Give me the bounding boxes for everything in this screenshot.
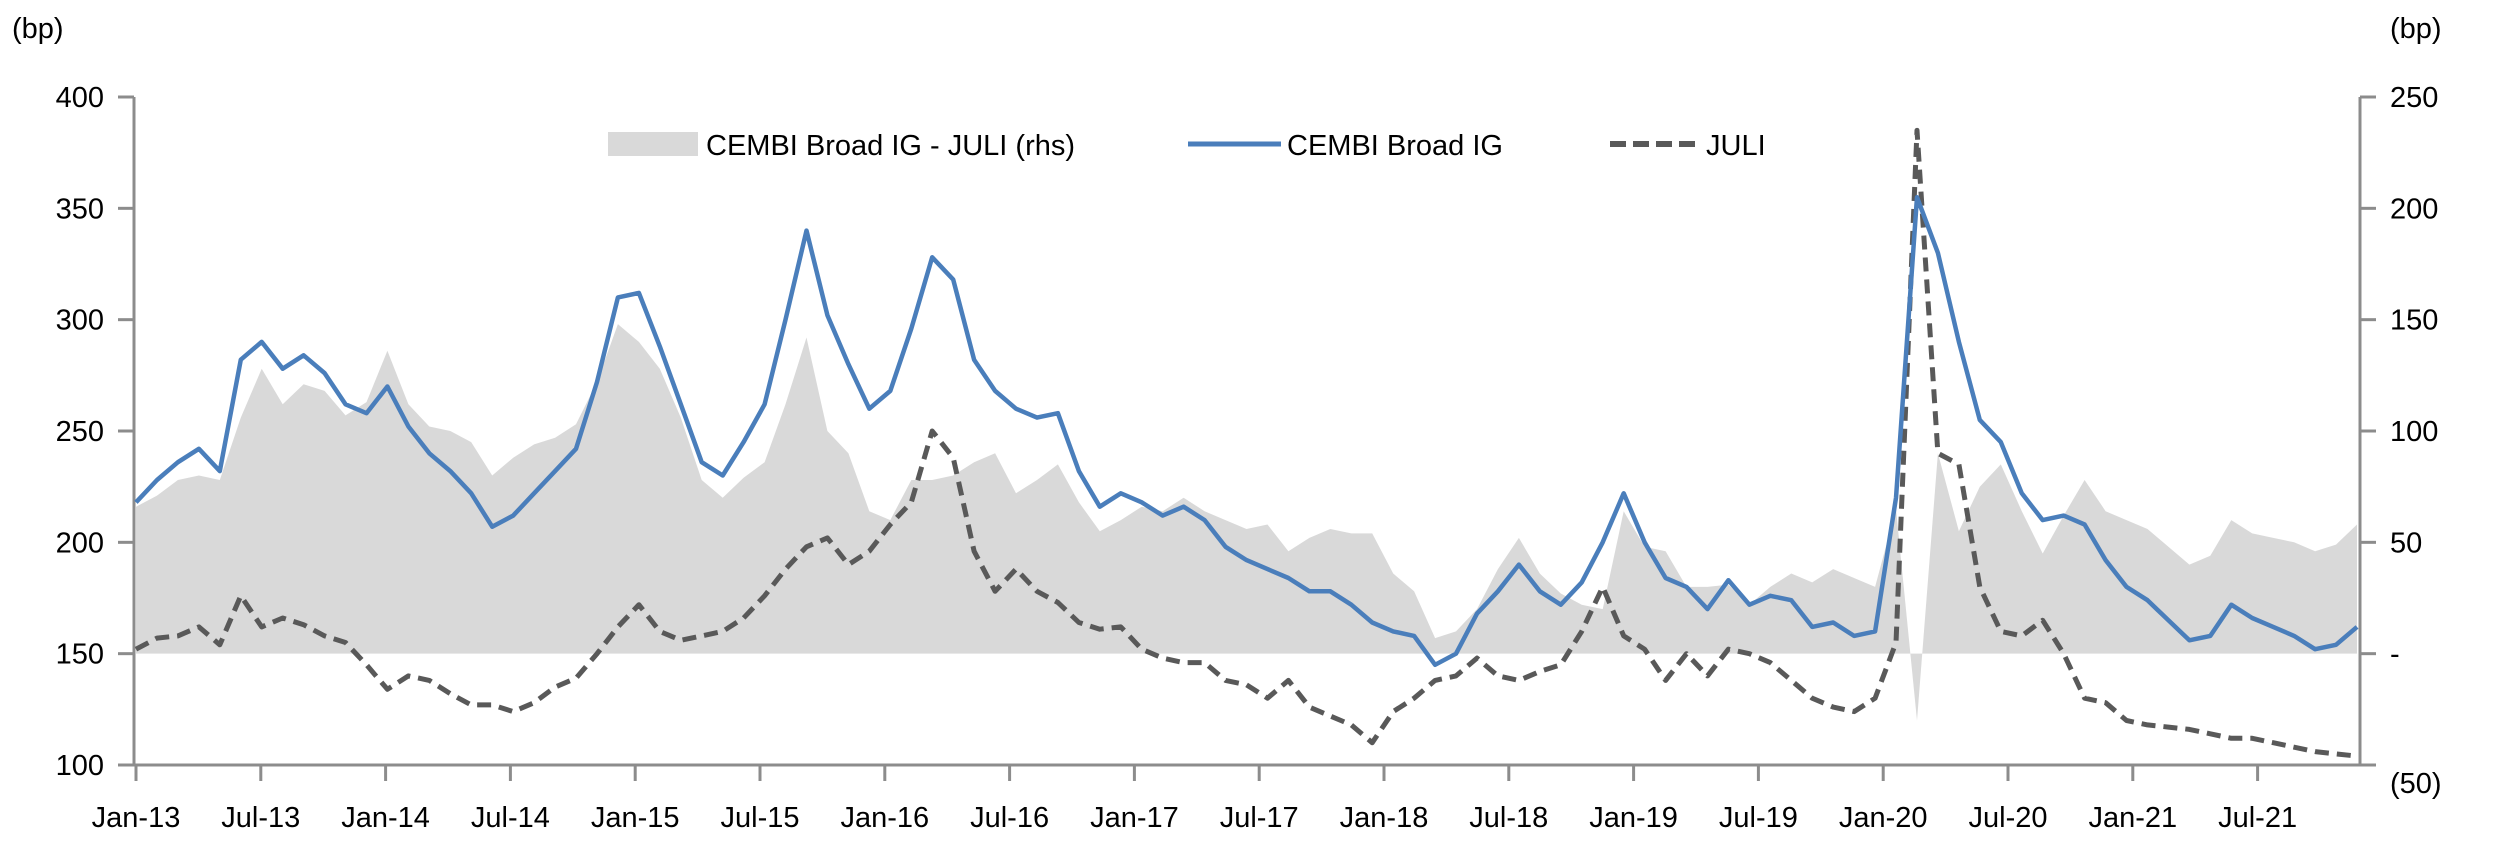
juli-line: [134, 127, 2358, 759]
left-axis-tick-label: 100: [56, 750, 104, 782]
x-axis-tick-label: Jan-20: [1839, 802, 1928, 834]
right-axis-tick-label: 50: [2390, 527, 2422, 559]
x-axis-tick-label: Jul-18: [1469, 802, 1548, 834]
x-axis-tick-label: Jan-21: [2088, 802, 2177, 834]
right-axis-tick-label: (50): [2390, 768, 2442, 800]
right-axis-tick-label: 100: [2390, 416, 2438, 448]
x-axis-tick-label: Jul-20: [1969, 802, 2048, 834]
x-axis-tick-label: Jul-19: [1719, 802, 1798, 834]
x-axis-tick-label: Jul-15: [721, 802, 800, 834]
spread-area: [136, 324, 2357, 721]
left-axis-unit-label: (bp): [12, 13, 64, 45]
axes-layer: [118, 95, 2376, 781]
x-axis-tick-label: Jul-17: [1220, 802, 1299, 834]
right-axis-unit-label: (bp): [2390, 13, 2442, 45]
legend-label-cembi: CEMBI Broad IG: [1287, 130, 1503, 162]
right-axis-tick-label: 200: [2390, 193, 2438, 225]
left-axis-tick-label: 300: [56, 305, 104, 337]
x-axis-tick-label: Jan-14: [341, 802, 430, 834]
x-axis-tick-label: Jan-19: [1589, 802, 1678, 834]
legend-label-spread: CEMBI Broad IG - JULI (rhs): [706, 130, 1075, 162]
series-lines-layer: [134, 127, 2359, 759]
x-axis-tick-label: Jul-16: [970, 802, 1049, 834]
x-axis-tick-label: Jan-18: [1340, 802, 1429, 834]
x-axis-tick-label: Jan-16: [840, 802, 929, 834]
right-axis-tick-label: 250: [2390, 82, 2438, 114]
x-axis-tick-label: Jan-15: [591, 802, 680, 834]
x-axis-tick-label: Jul-21: [2218, 802, 2297, 834]
right-axis-tick-label: 150: [2390, 305, 2438, 337]
left-axis-tick-label: 200: [56, 527, 104, 559]
legend-label-juli: JULI: [1706, 130, 1766, 162]
left-axis-tick-label: 150: [56, 639, 104, 671]
left-axis-tick-label: 400: [56, 82, 104, 114]
left-axis-tick-label: 350: [56, 193, 104, 225]
x-axis-tick-label: Jul-14: [471, 802, 550, 834]
legend-swatch-spread-area: [608, 132, 698, 156]
x-axis-tick-label: Jan-17: [1090, 802, 1179, 834]
tick-labels-layer: 400 350 300 250 200 150 100 250 200 150 100 50 - (50)…: [56, 82, 2442, 834]
legend: CEMBI Broad IG - JULI (rhs) CEMBI Broad …: [608, 130, 1766, 162]
left-axis-tick-label: 250: [56, 416, 104, 448]
right-axis-tick-label: -: [2390, 639, 2400, 671]
spread-area-layer: [136, 324, 2357, 721]
x-axis-tick-label: Jul-13: [221, 802, 300, 834]
cembi-broad-ig-line: [134, 194, 2359, 668]
x-axis-tick-label: Jan-13: [92, 802, 181, 834]
